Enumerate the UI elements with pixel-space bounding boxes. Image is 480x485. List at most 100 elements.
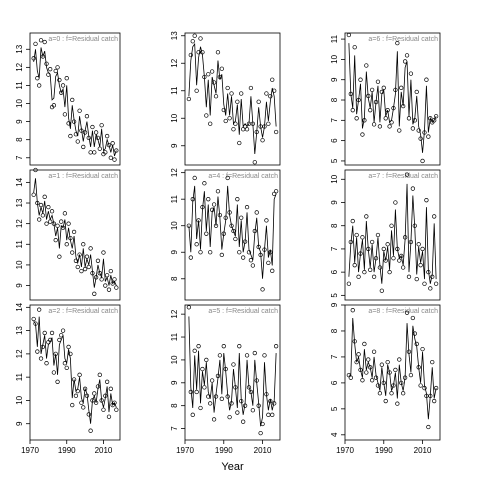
observed-point: [75, 139, 80, 144]
observed-point: [241, 419, 246, 424]
observed-point: [352, 263, 357, 268]
observed-point: [424, 77, 429, 82]
observed-point: [64, 365, 69, 370]
y-tick-label: 10: [15, 395, 24, 404]
observed-point: [112, 277, 117, 282]
y-tick-label: 5: [330, 293, 339, 298]
observed-point: [364, 214, 369, 219]
observed-point: [348, 375, 353, 380]
observed-point: [51, 103, 57, 108]
fitted-line: [188, 316, 277, 427]
observed-point: [379, 288, 384, 293]
plot-frame: [29, 304, 121, 441]
observed-point: [432, 398, 437, 404]
observed-point: [198, 36, 203, 41]
y-tick-label: 7: [330, 246, 339, 251]
fitted-line: [348, 43, 437, 153]
observed-point: [252, 350, 257, 356]
observed-point: [186, 305, 192, 310]
observed-point: [389, 223, 394, 228]
observed-point: [397, 258, 402, 263]
observed-point: [248, 85, 254, 91]
observed-point: [209, 69, 215, 74]
observed-point: [81, 405, 86, 410]
observed-point: [401, 391, 406, 396]
y-tick-label: 10: [330, 174, 339, 183]
observed-point: [385, 242, 390, 247]
observed-point: [377, 391, 383, 396]
observed-point: [70, 97, 75, 103]
observed-point: [221, 344, 226, 349]
observed-point: [410, 315, 416, 321]
plot-frame: [344, 32, 441, 166]
y-tick-label: 9: [15, 421, 24, 426]
observed-point: [194, 389, 199, 395]
observed-point: [49, 330, 55, 336]
observed-point: [66, 121, 71, 126]
observed-point: [211, 202, 217, 207]
observed-point: [88, 246, 93, 251]
observed-point: [208, 250, 213, 255]
observed-point: [244, 127, 250, 132]
observed-point: [103, 150, 108, 155]
observed-point: [217, 353, 223, 358]
y-tick-label: 4: [330, 432, 339, 437]
observed-point: [264, 218, 269, 223]
observed-point: [53, 238, 58, 243]
y-tick-label: 13: [15, 326, 24, 335]
observed-point: [364, 63, 369, 68]
y-tick-label: 12: [15, 219, 24, 228]
observed-point: [60, 83, 66, 88]
fitted-line: [348, 183, 437, 284]
observed-point: [389, 391, 394, 396]
observed-point: [57, 77, 62, 83]
observed-point: [46, 204, 51, 210]
observed-point: [354, 116, 359, 121]
observed-point: [366, 357, 371, 362]
y-tick-label: 8: [330, 223, 339, 228]
observed-point: [188, 52, 193, 58]
observed-point: [192, 33, 197, 38]
observed-point: [393, 367, 398, 373]
y-tick-label: 9: [170, 143, 179, 148]
observed-point: [60, 328, 66, 333]
observed-point: [418, 383, 423, 388]
observed-point: [368, 108, 373, 113]
observed-point: [237, 344, 242, 349]
observed-point: [223, 118, 228, 124]
observed-point: [433, 114, 439, 119]
observed-point: [262, 353, 267, 358]
observed-point: [86, 412, 91, 417]
observed-point: [383, 398, 388, 404]
observed-point: [227, 116, 232, 121]
observed-point: [204, 231, 209, 236]
observed-point: [108, 155, 113, 160]
observed-point: [270, 268, 275, 273]
observed-point: [59, 219, 64, 224]
observed-point: [215, 189, 221, 194]
observed-point: [381, 246, 386, 252]
observed-point: [70, 402, 75, 408]
observed-point: [55, 65, 60, 70]
observed-point: [38, 38, 44, 43]
y-tick-label: 8: [330, 97, 339, 102]
observed-point: [219, 66, 224, 71]
observed-point: [200, 366, 205, 372]
y-tick-label: 9: [170, 249, 179, 254]
observed-point: [401, 265, 406, 270]
observed-point: [350, 308, 355, 313]
observed-point: [88, 150, 93, 155]
x-tick-label: 2010: [95, 446, 113, 455]
x-tick-label: 1970: [176, 446, 194, 455]
observed-point: [260, 138, 265, 143]
observed-point: [37, 83, 42, 88]
y-tick-label: 11: [170, 194, 179, 203]
y-tick-label: 9: [330, 200, 339, 205]
plot-frame: [344, 304, 441, 441]
observed-point: [270, 77, 275, 82]
observed-point: [204, 357, 209, 363]
y-tick-label: 10: [330, 54, 339, 63]
observed-point: [254, 210, 259, 215]
observed-point: [383, 116, 388, 121]
y-tick-label: 10: [170, 355, 179, 364]
